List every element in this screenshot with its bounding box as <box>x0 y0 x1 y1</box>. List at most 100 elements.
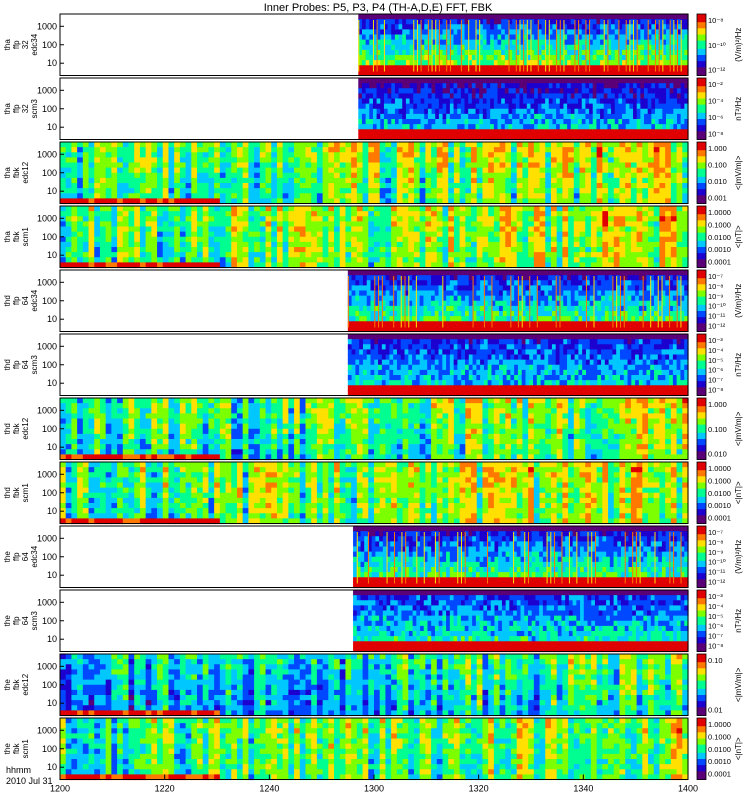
spectrogram-cell <box>669 134 674 141</box>
spectrogram-cell <box>579 198 586 205</box>
spectrogram-cell <box>162 162 170 169</box>
spectrogram-cell <box>563 78 568 84</box>
spectrogram-cell <box>122 257 130 263</box>
spectrogram-cell <box>179 262 187 269</box>
spectrogram-cell <box>497 29 502 36</box>
spectrogram-cell <box>647 49 652 56</box>
spectrogram-cell <box>219 167 227 174</box>
spectrogram-cell <box>563 24 568 30</box>
y-axis-label: ffp <box>12 104 21 113</box>
spectrogram-cell <box>581 65 587 71</box>
spectrogram-cell <box>636 129 641 135</box>
spectrogram-cell <box>629 78 634 84</box>
spectrogram-cell <box>665 247 672 253</box>
spectrogram-cell <box>214 188 221 194</box>
spectrogram-cell <box>607 98 612 105</box>
spectrogram-cell <box>528 257 535 263</box>
spectrogram-cell <box>523 24 528 30</box>
spectrogram-cell <box>276 221 284 228</box>
spectrogram-cell <box>677 55 682 61</box>
spectrogram-cell <box>231 231 238 238</box>
spectrogram-cell <box>376 83 381 89</box>
spectrogram-cell <box>497 129 502 135</box>
colorbar-segment <box>697 50 706 54</box>
spectrogram-cell <box>471 157 478 164</box>
spectrogram-cell <box>446 65 451 71</box>
spectrogram-cell <box>579 167 586 174</box>
spectrogram-cell <box>391 262 398 269</box>
spectrogram-cell <box>648 252 655 258</box>
spectrogram-cell <box>537 124 543 130</box>
spectrogram-cell <box>548 55 554 61</box>
spectrogram-cell <box>231 221 238 228</box>
spectrogram-cell <box>670 226 678 233</box>
spectrogram-cell <box>680 34 685 41</box>
spectrogram-cell <box>413 167 421 174</box>
spectrogram-cell <box>682 198 689 205</box>
spectrogram-cell <box>504 108 510 115</box>
spectrogram-cell <box>157 157 164 164</box>
spectrogram-cell <box>265 231 272 238</box>
spectrogram-cell <box>585 183 592 189</box>
spectrogram-cell <box>202 221 210 228</box>
spectrogram-cell <box>504 29 510 36</box>
spectrogram-cell <box>394 29 400 36</box>
spectrogram-cell <box>294 183 301 189</box>
spectrogram-cell <box>596 147 603 153</box>
spectrogram-cell <box>162 211 170 217</box>
spectrogram-cell <box>515 14 521 20</box>
spectrogram-cell <box>361 98 367 105</box>
spectrogram-cell <box>416 113 422 120</box>
spectrogram-cell <box>179 162 187 169</box>
spectrogram-cell <box>655 93 660 100</box>
spectrogram-cell <box>655 60 660 66</box>
spectrogram-cell <box>442 262 449 269</box>
spectrogram-cell <box>614 98 619 105</box>
spectrogram-cell <box>596 119 601 125</box>
spectrogram-cell <box>629 119 634 125</box>
spectrogram-cell <box>405 14 411 20</box>
spectrogram-cell <box>94 167 101 174</box>
spectrogram-cell <box>552 98 557 105</box>
spectrogram-cell <box>665 252 672 258</box>
spectrogram-cell <box>117 231 124 238</box>
spectrogram-cell <box>413 226 421 233</box>
spectrogram-cell <box>356 183 364 189</box>
spectrogram-cell <box>453 221 461 228</box>
spectrogram-cell <box>214 142 221 148</box>
colorbar-segment <box>697 96 706 99</box>
spectrogram-cell <box>501 24 506 30</box>
spectrogram-cell <box>541 49 546 56</box>
spectrogram-cell <box>99 162 107 169</box>
colorbar-segment <box>697 42 706 46</box>
spectrogram-cell <box>644 108 649 115</box>
spectrogram-cell <box>242 262 249 269</box>
spectrogram-cell <box>622 113 627 120</box>
colorbar-segment <box>697 193 706 196</box>
spectrogram-cell <box>479 129 484 135</box>
spectrogram-cell <box>219 216 227 222</box>
spectrogram-cell <box>413 257 421 263</box>
spectrogram-cell <box>673 98 678 105</box>
spectrogram-cell <box>585 113 590 120</box>
spectrogram-cell <box>486 88 491 94</box>
spectrogram-cell <box>71 236 78 243</box>
spectrogram-cell <box>387 119 392 125</box>
spectrogram-cell <box>682 142 689 148</box>
spectrogram-cell <box>191 183 198 189</box>
spectrogram-cell <box>394 129 400 135</box>
spectrogram-cell <box>625 231 632 238</box>
spectrogram-cell <box>682 147 689 153</box>
spectrogram-cell <box>533 193 541 199</box>
spectrogram-cell <box>77 247 84 253</box>
spectrogram-cell <box>644 88 649 94</box>
spectrogram-cell <box>607 108 612 115</box>
spectrogram-cell <box>468 14 473 20</box>
spectrogram-cell <box>504 70 510 77</box>
spectrogram-cell <box>60 193 67 199</box>
spectrogram-cell <box>648 221 655 228</box>
colorbar-segment <box>697 185 706 188</box>
spectrogram-cell <box>613 162 621 169</box>
spectrogram-cell <box>644 14 649 20</box>
y-tick-label: 10 <box>47 122 57 132</box>
